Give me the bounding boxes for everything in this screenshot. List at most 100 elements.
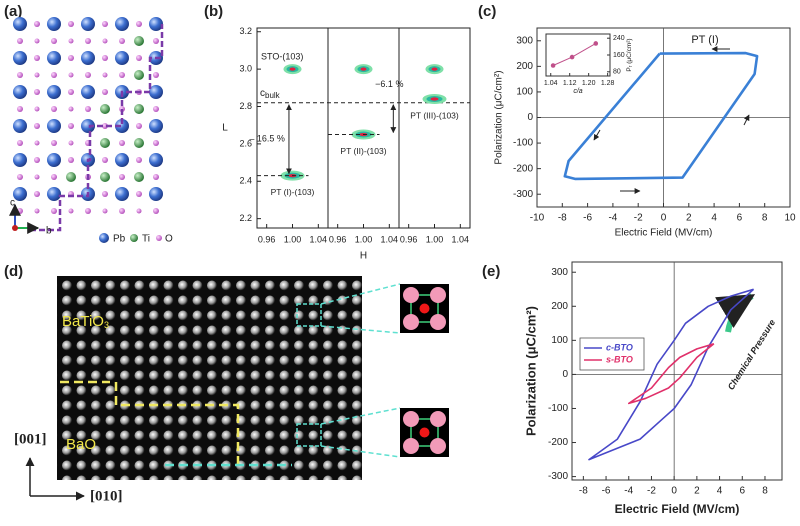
inset-y-label: Pr (μC/cm²) bbox=[626, 38, 635, 71]
panel-label: (c) bbox=[478, 3, 496, 20]
diffraction-peak bbox=[422, 94, 447, 105]
x-tick-label: 2 bbox=[686, 213, 692, 224]
x-tick-label: 2 bbox=[694, 486, 700, 497]
hysteresis-plot: -10 -8 -6 -4 -2 0 2 4 6 8 10 -300 -200 -100 0 100 200 300… bbox=[494, 27, 796, 239]
inset-x-tick-label: 1.04 bbox=[544, 80, 558, 87]
x-tick-label: 1.04 bbox=[381, 234, 399, 244]
x-axis-label: Electric Field (MV/cm) bbox=[615, 228, 713, 239]
x-tick-label: 1.00 bbox=[284, 234, 302, 244]
y-tick-label: -200 bbox=[513, 163, 533, 174]
contour-core bbox=[289, 67, 296, 71]
panel-label: (e) bbox=[482, 263, 500, 280]
contour-core bbox=[360, 67, 367, 71]
x-tick-label: 1.00 bbox=[355, 234, 373, 244]
legend-swatch bbox=[156, 235, 162, 241]
annotation: Chemical Pressure bbox=[726, 318, 777, 392]
inset-y-label-main: P bbox=[626, 67, 633, 71]
x-tick-label: 1.04 bbox=[310, 234, 328, 244]
y-axis-label: Polarization (μC/cm²) bbox=[494, 70, 505, 164]
diffraction-peak bbox=[425, 64, 444, 75]
y-tick-label: 0 bbox=[527, 112, 533, 123]
x-tick-label: 0 bbox=[661, 213, 667, 224]
panel-label: (a) bbox=[4, 3, 22, 20]
y-tick-label: 300 bbox=[551, 267, 568, 278]
x-tick-label: 0.96 bbox=[329, 234, 347, 244]
y-tick-label: 200 bbox=[516, 61, 533, 72]
crystal-lattice bbox=[12, 16, 167, 216]
y-axis-label: L bbox=[222, 123, 228, 134]
inset-x-label: c/a bbox=[573, 88, 582, 95]
x-tick-label: 8 bbox=[762, 486, 768, 497]
inset-y-tick-label: 240 bbox=[613, 35, 625, 42]
y-tick-label: -200 bbox=[548, 437, 568, 448]
y-tick-label: 2.8 bbox=[239, 101, 252, 111]
x-tick-label: 1.00 bbox=[426, 234, 444, 244]
y-tick-label: -300 bbox=[513, 189, 533, 200]
annotation: PT (I) bbox=[691, 34, 718, 46]
loop-arrow bbox=[593, 129, 601, 141]
inset-y-tick-label: 160 bbox=[613, 52, 625, 59]
contour-core bbox=[431, 67, 438, 71]
x-tick-label: 1.04 bbox=[452, 234, 470, 244]
x-tick-label: -10 bbox=[530, 213, 545, 224]
zoom-box bbox=[296, 423, 322, 447]
legend-box bbox=[579, 337, 645, 371]
y-tick-label: -300 bbox=[548, 471, 568, 482]
y-tick-label: -100 bbox=[513, 138, 533, 149]
x-tick-label: 10 bbox=[784, 213, 796, 224]
x-axis-label: H bbox=[360, 251, 367, 262]
axis-label: b bbox=[46, 226, 52, 237]
legend-swatch bbox=[99, 233, 109, 243]
region-subscript: 3 bbox=[104, 320, 109, 330]
region-label: BaO bbox=[66, 436, 96, 453]
inset-y-label-unit: (μC/cm²) bbox=[626, 38, 633, 65]
reference-subscript: bulk bbox=[265, 91, 281, 100]
axis-label: c bbox=[10, 198, 15, 209]
y-tick-label: -100 bbox=[548, 403, 568, 414]
y-tick-label: 300 bbox=[516, 35, 533, 46]
ti-atoms bbox=[66, 36, 144, 182]
x-tick-label: -8 bbox=[558, 213, 567, 224]
loop-line bbox=[563, 51, 759, 181]
y-tick-label: 100 bbox=[551, 335, 568, 346]
stem-atoms bbox=[57, 276, 362, 480]
x-tick-label: -2 bbox=[634, 213, 643, 224]
inset-point bbox=[550, 63, 556, 68]
x-tick-label: 4 bbox=[711, 213, 717, 224]
legend-label: c-BTO bbox=[606, 342, 633, 352]
x-tick-label: -4 bbox=[624, 486, 633, 497]
reference-text: c bbox=[260, 87, 265, 98]
sto-label: STO-(103) bbox=[261, 51, 303, 61]
subplot-frame bbox=[398, 27, 471, 229]
panel-d: (d) BaTiO3 BaO [001] [010] bbox=[4, 263, 449, 504]
x-tick-label: 8 bbox=[762, 213, 768, 224]
x-tick-label: -6 bbox=[583, 213, 592, 224]
panel-a: (a) c b Pb Ti O bbox=[4, 3, 173, 245]
direction-label: [010] bbox=[90, 488, 123, 504]
x-tick-label: 0.96 bbox=[258, 234, 276, 244]
inset-point bbox=[593, 41, 599, 46]
panel-label: (d) bbox=[4, 263, 23, 280]
region-label: BaTiO3 bbox=[62, 313, 109, 330]
x-tick-label: -8 bbox=[579, 486, 588, 497]
inset-x-tick-label: 1.12 bbox=[563, 80, 577, 87]
contour-core bbox=[430, 97, 439, 101]
reference-label: cbulk bbox=[260, 87, 281, 99]
legend-label: Ti bbox=[142, 234, 150, 245]
legend-label: Pb bbox=[113, 234, 126, 245]
y-tick-label: 2.6 bbox=[239, 138, 252, 148]
zoom-line bbox=[320, 283, 401, 458]
x-tick-label: 4 bbox=[717, 486, 723, 497]
y-tick-label: 2.2 bbox=[239, 213, 252, 223]
y-tick-label: 3.2 bbox=[239, 26, 252, 36]
legend-label: O bbox=[165, 234, 173, 245]
strain-label: −6.1 % bbox=[375, 79, 403, 89]
diffraction-peak bbox=[283, 64, 302, 75]
region-text: BaTiO bbox=[62, 313, 104, 330]
peak-label: PT (III)-(103) bbox=[410, 110, 459, 120]
loop-arrow bbox=[743, 114, 750, 126]
interface-line bbox=[60, 380, 240, 465]
x-axis-label: Electric Field (MV/cm) bbox=[615, 502, 740, 516]
inset-x-tick-label: 1.20 bbox=[582, 80, 596, 87]
